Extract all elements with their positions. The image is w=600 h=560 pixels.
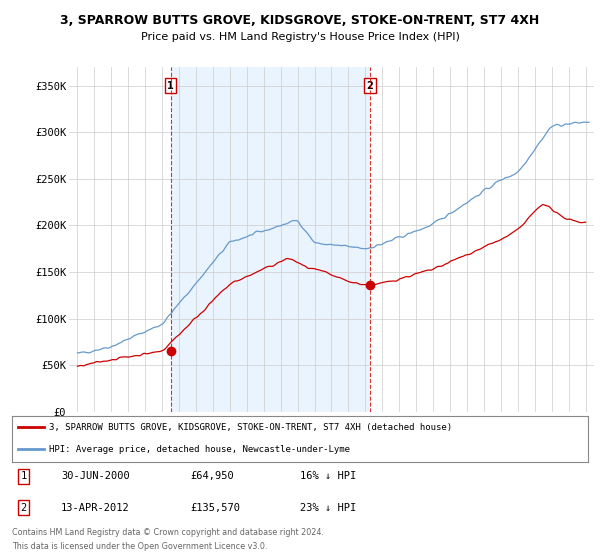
Text: 30-JUN-2000: 30-JUN-2000 — [61, 472, 130, 482]
Text: Contains HM Land Registry data © Crown copyright and database right 2024.: Contains HM Land Registry data © Crown c… — [12, 528, 324, 536]
Text: £64,950: £64,950 — [191, 472, 235, 482]
Text: 23% ↓ HPI: 23% ↓ HPI — [300, 503, 356, 513]
Text: 1: 1 — [167, 81, 174, 91]
Text: £135,570: £135,570 — [191, 503, 241, 513]
Text: 3, SPARROW BUTTS GROVE, KIDSGROVE, STOKE-ON-TRENT, ST7 4XH (detached house): 3, SPARROW BUTTS GROVE, KIDSGROVE, STOKE… — [49, 423, 452, 432]
Text: 3, SPARROW BUTTS GROVE, KIDSGROVE, STOKE-ON-TRENT, ST7 4XH: 3, SPARROW BUTTS GROVE, KIDSGROVE, STOKE… — [61, 14, 539, 27]
Text: 2: 2 — [20, 503, 27, 513]
Bar — [170, 67, 370, 412]
Text: 13-APR-2012: 13-APR-2012 — [61, 503, 130, 513]
Text: Price paid vs. HM Land Registry's House Price Index (HPI): Price paid vs. HM Land Registry's House … — [140, 32, 460, 42]
Text: 16% ↓ HPI: 16% ↓ HPI — [300, 472, 356, 482]
Text: This data is licensed under the Open Government Licence v3.0.: This data is licensed under the Open Gov… — [12, 542, 268, 550]
Text: 2: 2 — [367, 81, 373, 91]
Text: 1: 1 — [20, 472, 27, 482]
Text: HPI: Average price, detached house, Newcastle-under-Lyme: HPI: Average price, detached house, Newc… — [49, 445, 350, 454]
